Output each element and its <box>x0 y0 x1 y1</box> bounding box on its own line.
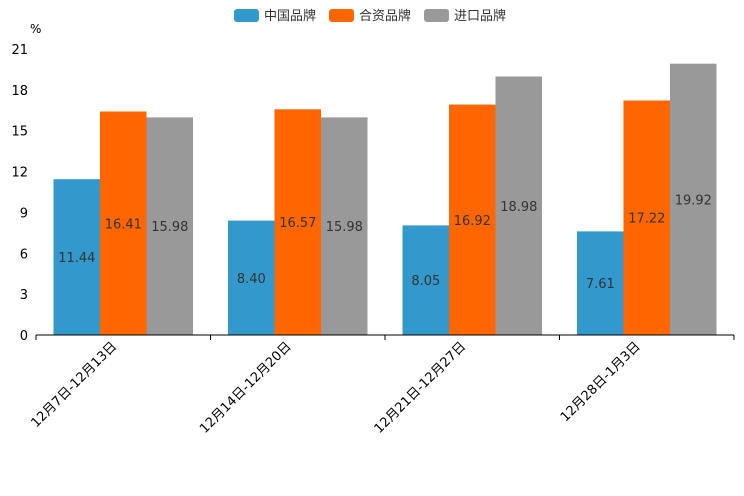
y-tick-label: 18 <box>11 84 28 99</box>
y-tick-label: 21 <box>11 43 28 58</box>
data-label-series-1-cat-0: 16.41 <box>105 217 142 232</box>
bar-series-1-cat-2[interactable] <box>449 104 496 335</box>
bar-series-1-cat-3[interactable] <box>623 100 671 336</box>
data-label-series-2-cat-0: 15.98 <box>151 220 188 235</box>
bar-series-2-cat-2[interactable] <box>495 76 543 336</box>
bars <box>53 63 717 336</box>
y-tick-label: 15 <box>11 125 28 140</box>
legend-swatch-china[interactable] <box>234 9 259 22</box>
legend: 中国品牌 合资品牌 进口品牌 <box>234 8 506 24</box>
x-axis: 12月7日-12月13日 12月14日-12月20日 12月21日-12月27日 12… <box>28 335 735 437</box>
bar-series-2-cat-0[interactable] <box>146 117 194 336</box>
data-label-series-2-cat-2: 18.98 <box>500 200 537 215</box>
y-axis-unit: % <box>30 22 41 36</box>
data-label-series-1-cat-3: 17.22 <box>628 212 665 227</box>
data-label-series-0-cat-1: 8.40 <box>237 272 266 287</box>
x-category-label: 12月21日-12月27日 <box>372 339 469 436</box>
data-label-series-0-cat-3: 7.61 <box>586 277 615 292</box>
x-category-label: 12月28日-1月3日 <box>558 339 644 425</box>
data-labels: 11.44 16.41 15.98 8.40 16.57 15.98 8.05 16.92 18… <box>58 193 712 292</box>
x-category-label: 12月14日-12月20日 <box>197 339 294 436</box>
y-tick-label: 12 <box>11 166 28 181</box>
legend-swatch-jv[interactable] <box>329 9 354 22</box>
bar-series-0-cat-0[interactable] <box>53 179 101 335</box>
x-category-label: 12月7日-12月13日 <box>28 339 120 431</box>
y-tick-label: 0 <box>20 329 28 344</box>
data-label-series-1-cat-1: 16.57 <box>279 216 316 231</box>
data-label-series-0-cat-0: 11.44 <box>58 251 95 266</box>
data-label-series-2-cat-3: 19.92 <box>675 193 712 208</box>
y-tick-label: 6 <box>20 247 28 262</box>
legend-swatch-import[interactable] <box>424 9 449 22</box>
bar-series-1-cat-1[interactable] <box>274 109 322 335</box>
data-label-series-0-cat-2: 8.05 <box>411 274 440 289</box>
y-tick-label: 9 <box>20 206 28 221</box>
bar-series-0-cat-2[interactable] <box>402 225 450 335</box>
bar-series-1-cat-0[interactable] <box>100 111 147 336</box>
legend-label-china[interactable]: 中国品牌 <box>264 8 316 24</box>
data-label-series-1-cat-2: 16.92 <box>454 214 491 229</box>
y-tick-label: 3 <box>20 288 28 303</box>
bar-series-2-cat-1[interactable] <box>321 117 368 336</box>
legend-label-jv[interactable]: 合资品牌 <box>359 8 411 24</box>
bar-series-0-cat-3[interactable] <box>577 231 624 335</box>
data-label-series-2-cat-1: 15.98 <box>326 220 363 235</box>
legend-label-import[interactable]: 进口品牌 <box>454 8 506 24</box>
bar-series-2-cat-3[interactable] <box>670 63 717 335</box>
bar-series-0-cat-1[interactable] <box>228 220 275 335</box>
y-axis: 0 3 6 9 12 15 18 21 <box>11 43 28 344</box>
